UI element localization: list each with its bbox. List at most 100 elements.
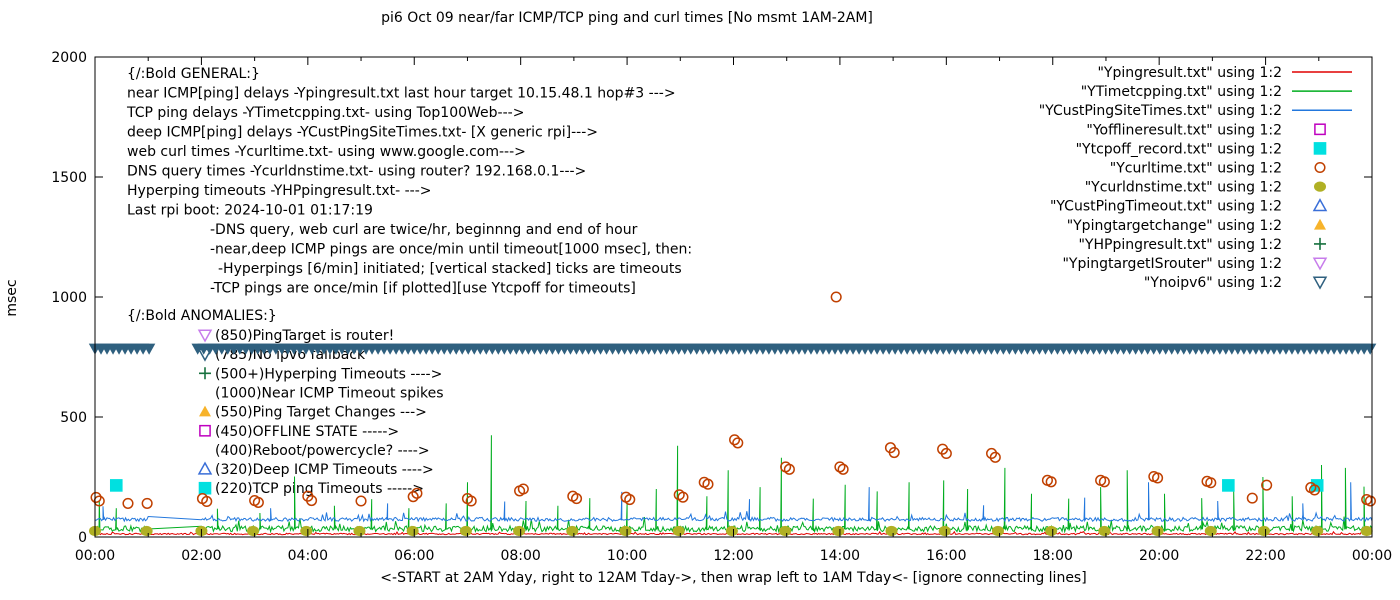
- anomaly-note-line: (550)Ping Target Changes --->: [215, 405, 427, 421]
- x-tick-label: 22:00: [1245, 548, 1285, 564]
- data-point-Ycurltime: [624, 494, 636, 506]
- open-triangle-down-icon: [197, 329, 213, 343]
- x-tick-label: 18:00: [1033, 548, 1073, 564]
- legend-label: "Yofflineresult.txt" using 1:2: [1086, 122, 1282, 138]
- anomalies-header: {/:Bold ANOMALIES:}: [127, 308, 277, 324]
- data-point-Ycurldnstime: [938, 525, 951, 537]
- general-note-line: TCP ping delays -YTimetcpping.txt- using…: [126, 105, 524, 121]
- data-point-Ycurltime: [1045, 476, 1057, 488]
- legend-marker-open-circle: [1314, 161, 1326, 174]
- anomaly-note-line: (320)Deep ICMP Timeouts ---->: [215, 462, 434, 478]
- data-point-Ycurltime: [783, 463, 795, 475]
- data-point-Ycurltime: [141, 497, 153, 509]
- data-point-Ycurltime: [834, 461, 846, 473]
- general-note-line: -Hyperpings [6/min] initiated; [vertical…: [218, 261, 682, 277]
- noipv6-marker: [1363, 343, 1377, 355]
- general-note-line: Last rpi boot: 2024-10-01 01:17:19: [127, 203, 373, 219]
- general-note-line: {/:Bold GENERAL:}: [127, 66, 260, 82]
- data-point-Ycurldnstime: [513, 525, 526, 537]
- data-point-Ycurltime: [252, 496, 264, 508]
- legend-label: "YTimetcpping.txt" using 1:2: [1081, 84, 1282, 100]
- legend-label: "Ypingtargetchange" using 1:2: [1067, 218, 1282, 234]
- x-tick-label: 02:00: [181, 548, 221, 564]
- legend-label: "YpingtargetISrouter" using 1:2: [1062, 256, 1282, 272]
- x-tick-label: 20:00: [1139, 548, 1179, 564]
- data-point-Ycurldnstime: [300, 525, 313, 537]
- data-point-Ycurltime: [465, 495, 477, 507]
- data-point-Ycurltime: [517, 483, 529, 495]
- legend-label: "Ypingresult.txt" using 1:2: [1097, 65, 1282, 81]
- general-note-line: -DNS query, web curl are twice/hr, begin…: [210, 222, 638, 238]
- y-tick-label: 500: [60, 410, 87, 426]
- data-point-Ycurldnstime: [1098, 525, 1111, 537]
- x-axis-label: <-START at 2AM Yday, right to 12AM Tday-…: [380, 570, 1087, 586]
- legend-marker-plus: [1314, 237, 1326, 250]
- data-point-Ycurltime: [201, 495, 213, 508]
- plus-icon: [199, 367, 211, 380]
- x-tick-label: 04:00: [288, 548, 328, 564]
- series-line-YCustPingSiteTimes: [94, 482, 1373, 523]
- general-note-line: Hyperping timeouts -YHPpingresult.txt- -…: [127, 183, 432, 199]
- open-square-icon: [199, 424, 211, 437]
- data-point-Ycurldnstime: [725, 525, 738, 537]
- data-point-Ycurltime: [570, 493, 583, 505]
- y-tick-label: 2000: [51, 50, 87, 66]
- data-point-Ycurltime: [355, 495, 367, 507]
- data-point-Ycurltime: [407, 491, 419, 503]
- legend-marker-filled-triangle-down: [1312, 276, 1328, 290]
- data-point-Ycurldnstime: [1204, 525, 1217, 537]
- x-tick-label: 00:00: [75, 548, 115, 564]
- legend-label: "Ycurltime.txt" using 1:2: [1110, 161, 1282, 177]
- annotations-layer: {/:Bold GENERAL:} near ICMP[ping] delays …: [126, 66, 692, 497]
- data-point-Ycurldnstime: [1360, 525, 1373, 537]
- legend: "Ypingresult.txt" using 1:2 "YTimetcpping…: [1039, 65, 1352, 291]
- general-note-line: DNS query times -Ycurldnstime.txt- using…: [127, 164, 586, 180]
- general-note-line: web curl times -Ycurltime.txt- using www…: [127, 144, 526, 160]
- series-line-YTimetcpping: [94, 435, 1373, 534]
- data-point-Ycurltime: [940, 447, 952, 460]
- anomaly-note-line: (1000)Near ICMP Timeout spikes: [215, 385, 444, 401]
- chart-title: pi6 Oct 09 near/far ICMP/TCP ping and cu…: [381, 10, 873, 26]
- open-triangle-up-icon: [197, 461, 213, 475]
- data-point-Ycurltime: [837, 463, 849, 475]
- data-point-Ycurldnstime: [353, 525, 366, 537]
- data-point-Ycurltime: [989, 451, 1001, 463]
- x-tick-label: 08:00: [500, 548, 540, 564]
- legend-marker-filled-circle: [1314, 181, 1326, 192]
- legend-label: "YHPpingresult.txt" using 1:2: [1078, 237, 1282, 253]
- data-point-Ytcpoff_record: [109, 479, 123, 492]
- anomaly-note-line: (220)TCP ping Timeouts ----->: [215, 481, 424, 497]
- data-point-Ycurltime: [888, 446, 900, 459]
- x-tick-label: 16:00: [926, 548, 966, 564]
- noipv6-band: [88, 343, 1377, 355]
- legend-marker-open-triangle-up: [1312, 198, 1328, 212]
- general-note-line: -TCP pings are once/min [if plotted][use…: [210, 281, 636, 297]
- data-point-Ycurltime: [702, 478, 714, 490]
- noipv6-marker: [142, 343, 156, 355]
- x-tick-label: 06:00: [394, 548, 434, 564]
- data-point-Ycurltime: [830, 291, 842, 303]
- data-point-Ycurldnstime: [1257, 525, 1270, 537]
- data-point-Ycurltime: [1261, 479, 1273, 491]
- y-tick-label: 0: [78, 530, 87, 546]
- y-tick-label: 1500: [51, 170, 87, 186]
- legend-label: "Ytcpoff_record.txt" using 1:2: [1076, 141, 1282, 157]
- scatter-layer: [89, 291, 1376, 537]
- data-point-Ycurldnstime: [885, 525, 898, 537]
- legend-marker-filled-triangle-up: [1314, 218, 1326, 230]
- x-tick-label: 12:00: [713, 548, 753, 564]
- legend-marker-open-square: [1314, 123, 1326, 136]
- filled-square-icon: [198, 481, 212, 495]
- data-point-Ycurltime: [729, 434, 741, 446]
- data-point-Ycurltime: [93, 495, 105, 507]
- x-tick-label: 00:00: [1352, 548, 1392, 564]
- data-point-Ycurldnstime: [406, 525, 419, 537]
- data-point-Ycurldnstime: [1311, 525, 1324, 537]
- data-point-Ycurldnstime: [619, 525, 632, 537]
- data-point-Ycurltime: [677, 491, 689, 503]
- data-point-Ycurldnstime: [459, 525, 472, 537]
- legend-label: "Ycurldnstime.txt" using 1:2: [1085, 180, 1282, 196]
- anomaly-note-line: (500+)Hyperping Timeouts ---->: [215, 366, 442, 382]
